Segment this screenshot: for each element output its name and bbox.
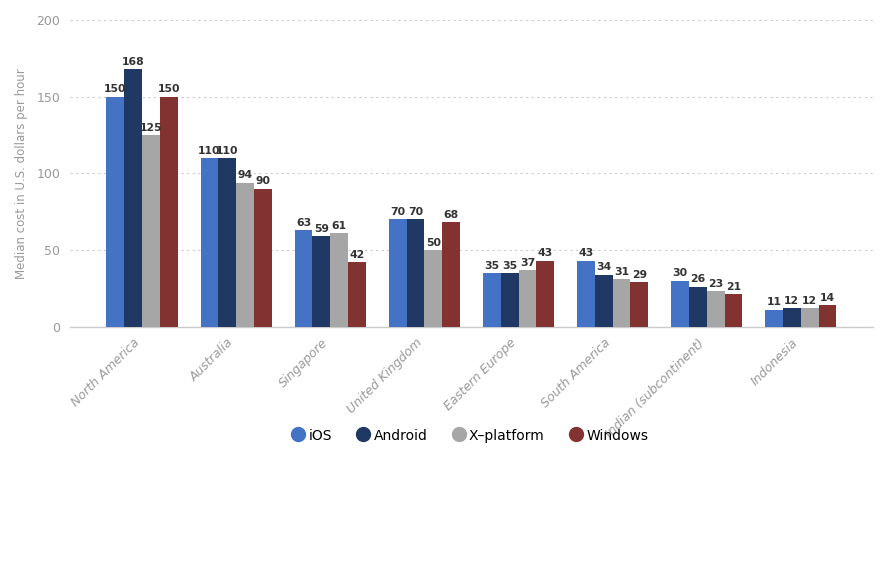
- Text: 150: 150: [104, 84, 127, 94]
- Text: 70: 70: [408, 207, 423, 217]
- Bar: [107, 96, 124, 327]
- Text: 61: 61: [332, 221, 347, 231]
- Text: 68: 68: [444, 210, 459, 220]
- Bar: [783, 308, 801, 327]
- Text: 150: 150: [158, 84, 180, 94]
- Text: 94: 94: [238, 170, 253, 180]
- Text: 43: 43: [578, 249, 593, 259]
- Bar: [254, 188, 272, 327]
- Bar: [295, 230, 313, 327]
- Text: 43: 43: [538, 249, 553, 259]
- Text: 59: 59: [313, 224, 329, 234]
- Bar: [201, 158, 218, 327]
- Bar: [519, 270, 536, 327]
- Text: 50: 50: [426, 238, 440, 247]
- Bar: [689, 287, 707, 327]
- Bar: [707, 291, 725, 327]
- Bar: [160, 96, 178, 327]
- Bar: [483, 273, 501, 327]
- Bar: [124, 69, 142, 327]
- Text: 34: 34: [596, 262, 611, 272]
- Bar: [348, 262, 366, 327]
- Bar: [577, 261, 595, 327]
- Bar: [801, 308, 819, 327]
- Bar: [765, 310, 783, 327]
- Text: 31: 31: [614, 267, 629, 277]
- Bar: [330, 233, 348, 327]
- Text: 35: 35: [502, 261, 517, 270]
- Bar: [671, 280, 689, 327]
- Bar: [501, 273, 519, 327]
- Text: 42: 42: [350, 250, 365, 260]
- Text: 110: 110: [216, 146, 239, 156]
- Text: 21: 21: [725, 282, 741, 292]
- Text: 35: 35: [484, 261, 499, 270]
- Bar: [536, 261, 554, 327]
- Text: 29: 29: [632, 270, 647, 280]
- Bar: [218, 158, 236, 327]
- Text: 11: 11: [766, 297, 781, 307]
- Bar: [313, 236, 330, 327]
- Bar: [442, 222, 460, 327]
- Bar: [613, 279, 630, 327]
- Text: 37: 37: [519, 257, 535, 268]
- Bar: [630, 282, 648, 327]
- Bar: [142, 135, 160, 327]
- Bar: [236, 182, 254, 327]
- Bar: [595, 274, 613, 327]
- Text: 14: 14: [820, 293, 835, 303]
- Text: 125: 125: [139, 123, 163, 133]
- Text: 63: 63: [296, 218, 311, 228]
- Text: 12: 12: [784, 296, 799, 306]
- Bar: [424, 250, 442, 327]
- Text: 12: 12: [802, 296, 817, 306]
- Text: 70: 70: [390, 207, 405, 217]
- Text: 90: 90: [256, 176, 271, 186]
- Bar: [389, 219, 407, 327]
- Legend: iOS, Android, X–platform, Windows: iOS, Android, X–platform, Windows: [289, 424, 654, 448]
- Text: 23: 23: [708, 279, 723, 289]
- Bar: [819, 305, 836, 327]
- Text: 168: 168: [122, 57, 145, 67]
- Bar: [725, 295, 742, 327]
- Text: 110: 110: [198, 146, 221, 156]
- Bar: [407, 219, 424, 327]
- Text: 26: 26: [690, 274, 705, 284]
- Y-axis label: Median cost in U.S. dollars per hour: Median cost in U.S. dollars per hour: [15, 68, 28, 279]
- Text: 30: 30: [672, 268, 687, 278]
